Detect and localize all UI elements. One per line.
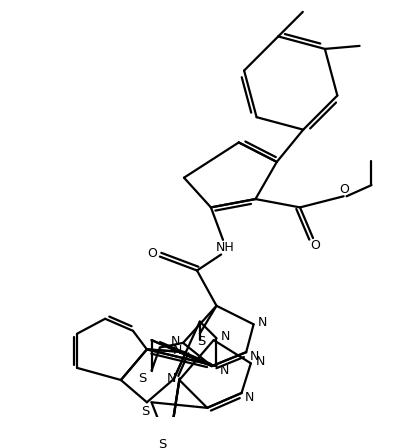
Text: NH: NH bbox=[216, 241, 234, 254]
Text: N: N bbox=[220, 364, 229, 377]
Text: S: S bbox=[197, 335, 205, 348]
Text: N: N bbox=[173, 344, 182, 357]
Text: S: S bbox=[158, 438, 167, 448]
Text: O: O bbox=[310, 239, 320, 252]
Text: N: N bbox=[258, 316, 268, 329]
Text: O: O bbox=[147, 247, 157, 260]
Text: N: N bbox=[249, 350, 259, 363]
Text: N: N bbox=[255, 355, 265, 368]
Text: S: S bbox=[138, 372, 147, 385]
Text: N: N bbox=[167, 372, 176, 385]
Text: S: S bbox=[141, 405, 149, 418]
Text: N: N bbox=[245, 391, 254, 404]
Text: O: O bbox=[339, 183, 349, 196]
Text: N: N bbox=[221, 330, 230, 343]
Text: N: N bbox=[170, 335, 180, 348]
